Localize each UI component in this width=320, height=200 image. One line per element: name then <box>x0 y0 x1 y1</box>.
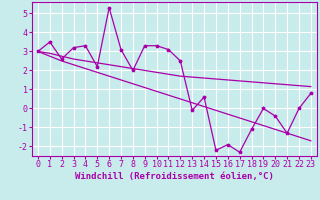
X-axis label: Windchill (Refroidissement éolien,°C): Windchill (Refroidissement éolien,°C) <box>75 172 274 181</box>
